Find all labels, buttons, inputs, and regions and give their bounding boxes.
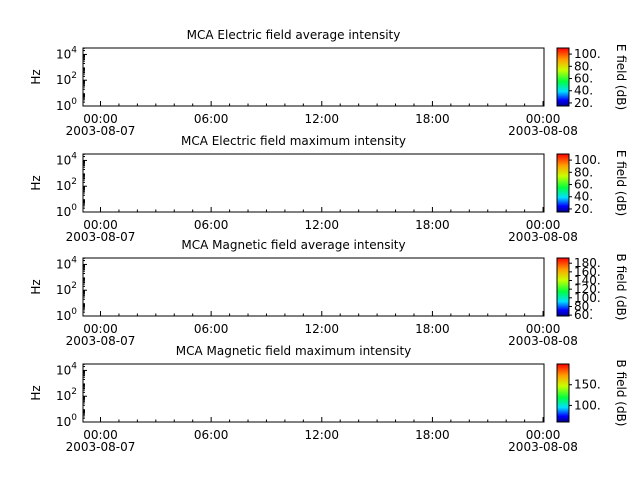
panel-title: MCA Magnetic field maximum intensity [176,344,412,358]
colorbar-tick-label: 160. [574,265,601,279]
colorbar-label: B field (dB) [614,360,628,427]
y-axis-label: Hz [29,69,43,84]
y-tick-label: 100 [56,97,77,113]
colorbar-tick-label: 60. [574,308,593,322]
y-axis-label: Hz [29,385,43,400]
y-tick-label: 102 [56,281,77,297]
y-tick-label: 104 [56,151,77,167]
colorbar-tick-label: 20. [574,202,593,216]
x-date-label: 2003-08-07 [66,124,136,138]
panel-4: MCA Magnetic field maximum intensity 100 1… [29,344,628,454]
colorbar-tick-label: 80. [574,165,593,179]
x-date-label: 2003-08-07 [66,334,136,348]
x-tick-label: 06:00 [194,112,229,126]
x-tick-label: 00:00 [83,322,118,336]
x-tick-label: 00:00 [83,218,118,232]
x-tick-label: 06:00 [194,428,229,442]
plot-frame [82,363,545,423]
x-tick-label: 00:00 [526,218,561,232]
colorbar-tick-label: 180. [574,256,601,270]
plot-frame [82,47,545,107]
y-tick-label: 102 [56,387,77,403]
y-tick-label: 100 [56,203,77,219]
colorbar-tick-label: 140. [574,274,601,288]
colorbar-tick-label: 80. [574,59,593,73]
colorbar-tick-label: 120. [574,282,601,296]
x-date-label: 2003-08-08 [508,440,578,454]
colorbar-tick-label: 100. [574,291,601,305]
panel-3: MCA Magnetic field average intensity 100 1… [29,238,628,348]
colorbar-label: E field (dB) [614,44,628,110]
panel-title: MCA Magnetic field average intensity [181,238,405,252]
x-tick-label: 18:00 [415,428,450,442]
y-tick-label: 104 [56,255,77,271]
colorbar-tick-label: 150. [574,378,601,392]
y-axis-label: Hz [29,175,43,190]
plot-frame [82,153,545,213]
colorbar [556,363,570,423]
colorbar-label: E field (dB) [614,150,628,216]
colorbar-tick-label: 20. [574,96,593,110]
x-date-label: 2003-08-07 [66,440,136,454]
colorbar-tick-label: 100. [574,398,601,412]
x-tick-label: 18:00 [415,218,450,232]
colorbar-tick-label: 40. [574,190,593,204]
colorbar-tick-label: 100. [574,47,601,61]
x-tick-label: 00:00 [526,428,561,442]
colorbar-tick-label: 60. [574,178,593,192]
x-tick-label: 12:00 [304,322,339,336]
panel-2: MCA Electric field maximum intensity 100 1… [29,134,628,244]
y-tick-label: 100 [56,413,77,429]
colorbar [556,153,570,213]
x-tick-label: 00:00 [83,428,118,442]
x-tick-label: 18:00 [415,112,450,126]
x-tick-label: 00:00 [526,112,561,126]
x-tick-label: 00:00 [526,322,561,336]
colorbar-tick-label: 60. [574,72,593,86]
x-tick-label: 18:00 [415,322,450,336]
colorbar-tick-label: 80. [574,299,593,313]
colorbar-tick-label: 40. [574,84,593,98]
x-tick-label: 06:00 [194,218,229,232]
colorbar [556,47,570,107]
x-tick-label: 12:00 [304,428,339,442]
y-tick-label: 102 [56,177,77,193]
y-axis-label: Hz [29,279,43,294]
x-date-label: 2003-08-08 [508,230,578,244]
y-tick-label: 100 [56,307,77,323]
panel-title: MCA Electric field average intensity [187,28,401,42]
panel-title: MCA Electric field maximum intensity [181,134,406,148]
colorbar [556,257,570,317]
y-tick-label: 104 [56,361,77,377]
y-tick-label: 104 [56,45,77,61]
x-tick-label: 00:00 [83,112,118,126]
x-date-label: 2003-08-08 [508,124,578,138]
colorbar-label: B field (dB) [614,254,628,321]
x-date-label: 2003-08-07 [66,230,136,244]
y-tick-label: 102 [56,71,77,87]
plot-frame [82,257,545,317]
x-date-label: 2003-08-08 [508,334,578,348]
x-tick-label: 06:00 [194,322,229,336]
x-tick-label: 12:00 [304,112,339,126]
panel-1: MCA Electric field average intensity 100 1… [29,28,628,138]
x-tick-label: 12:00 [304,218,339,232]
colorbar-tick-label: 100. [574,153,601,167]
